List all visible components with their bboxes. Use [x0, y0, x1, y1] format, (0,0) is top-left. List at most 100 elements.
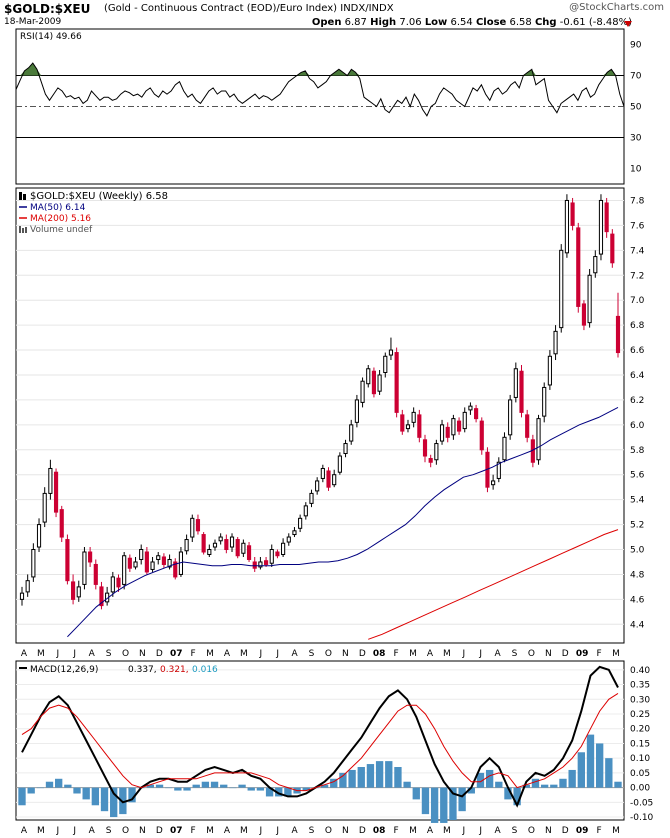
candle-body [281, 542, 286, 555]
histogram-bar [586, 734, 595, 788]
candle-body [593, 256, 598, 274]
candle-body [235, 539, 240, 557]
candle-body [286, 536, 291, 543]
price-tick-label: 6.8 [630, 321, 645, 331]
histogram-bar [330, 778, 338, 788]
candle-body [292, 530, 297, 536]
x-tick-label: O [325, 649, 332, 659]
price-tick-label: 7.4 [630, 246, 645, 256]
x-tick-label: M [240, 649, 248, 659]
candle-body [241, 542, 246, 554]
candle-body [610, 233, 615, 264]
down-arrow-icon [624, 21, 632, 27]
symbol-description: (Gold - Continuous Contract (EOD)/Euro I… [104, 3, 394, 14]
price-tick-label: 7.2 [630, 271, 644, 281]
macd-axis-ticks: -0.10 -0.05 0.00 0.05 0.10 0.15 0.20 0.25 0.30 0.… [630, 666, 654, 823]
x-tick-label: M [409, 649, 417, 659]
candle-body [156, 555, 161, 560]
candle-body [167, 558, 172, 568]
x-tick-label: A [21, 649, 28, 659]
rsi-overbought-area [20, 63, 42, 76]
x-tick-label: N [139, 649, 146, 659]
histogram-bar [128, 787, 136, 803]
price-tick-label: 5.0 [630, 546, 645, 556]
x-tick-label: F [596, 826, 601, 836]
histogram-bar [146, 784, 155, 788]
x-tick-label: D [156, 649, 163, 659]
x-tick-label: D [562, 826, 569, 836]
x-tick-label: N [545, 649, 552, 659]
candle-body [479, 420, 484, 451]
candle-body [246, 545, 252, 560]
macd-tick-label: 0.40 [630, 666, 650, 676]
volume-icon [25, 227, 27, 233]
x-tick-label: F [394, 826, 399, 836]
histogram-bar [339, 772, 347, 788]
candle-body [377, 374, 382, 392]
histogram-bar [513, 787, 521, 806]
candle-body [207, 549, 212, 555]
histogram-bar [458, 787, 466, 812]
low-value: 6.54 [450, 17, 473, 28]
histogram-bar [366, 764, 375, 788]
histogram-bar [394, 767, 402, 788]
x-tick-label: F [191, 826, 196, 836]
histogram-bar [64, 784, 72, 788]
macd-tick-label: 0.30 [630, 695, 650, 705]
macd-tick-label: 0.10 [630, 754, 650, 764]
histogram-bar [284, 787, 292, 797]
x-tick-label: 07 [170, 649, 183, 659]
price-tick-label: 7.0 [630, 296, 645, 306]
x-tick-label: A [495, 649, 502, 659]
candle-body [360, 380, 365, 403]
candle-body [553, 330, 558, 355]
legend-label: $GOLD:$XEU (Weekly) 6.58 [30, 191, 168, 202]
macd-tick-label: 0.00 [630, 784, 650, 794]
candle-body [491, 480, 496, 486]
x-tick-label: S [512, 826, 518, 836]
candle-body [456, 420, 462, 432]
x-tick-label: N [545, 826, 552, 836]
macd-legend: MACD(12,26,9) 0.337, 0.321, 0.016 [19, 665, 218, 675]
candle-body [343, 443, 348, 455]
candle-body [508, 399, 513, 436]
price-tick-label: 4.4 [630, 620, 645, 630]
candle-body [71, 581, 76, 600]
price-tick-label: 6.4 [630, 371, 645, 381]
candle-body [371, 370, 377, 395]
candle-body [150, 561, 155, 570]
candle-icon [23, 194, 26, 200]
price-tick-label: 4.8 [630, 570, 645, 580]
histogram-bar [495, 781, 503, 788]
x-tick-label: A [21, 826, 28, 836]
price-tick-label: 7.6 [630, 221, 645, 231]
x-tick-label: M [409, 826, 417, 836]
candle-body [383, 355, 388, 373]
open-value: 6.87 [344, 17, 367, 28]
candle-body [581, 303, 587, 326]
high-value: 7.06 [399, 17, 422, 28]
x-tick-label: M [443, 826, 451, 836]
x-tick-label: M [206, 826, 214, 836]
x-tick-label: M [37, 649, 45, 659]
macd-legend-label: 0.321, [160, 665, 189, 675]
chg-label: Chg [534, 17, 557, 28]
candle-body [224, 539, 229, 551]
histogram-bar [100, 787, 109, 812]
candle-body [122, 555, 127, 585]
histogram-bar [27, 787, 35, 794]
rsi-overbought-area [330, 69, 348, 76]
x-tick-label: J [258, 826, 262, 836]
x-axis-bottom: A M J J A S O N D 07 F M A M J J A S O N D 08 F M A M J J A S O N D 09 F M [21, 826, 620, 836]
macd-histogram [18, 734, 622, 823]
candle-body [298, 517, 303, 529]
x-tick-label: 09 [576, 826, 589, 836]
x-tick-label: J [56, 649, 60, 659]
histogram-bar [119, 787, 127, 815]
candle-body [229, 536, 235, 548]
candle-body [212, 542, 218, 548]
price-tick-label: 5.8 [630, 446, 645, 456]
candle-body [462, 411, 467, 430]
candle-body [161, 556, 166, 565]
x-tick-label: A [292, 826, 299, 836]
